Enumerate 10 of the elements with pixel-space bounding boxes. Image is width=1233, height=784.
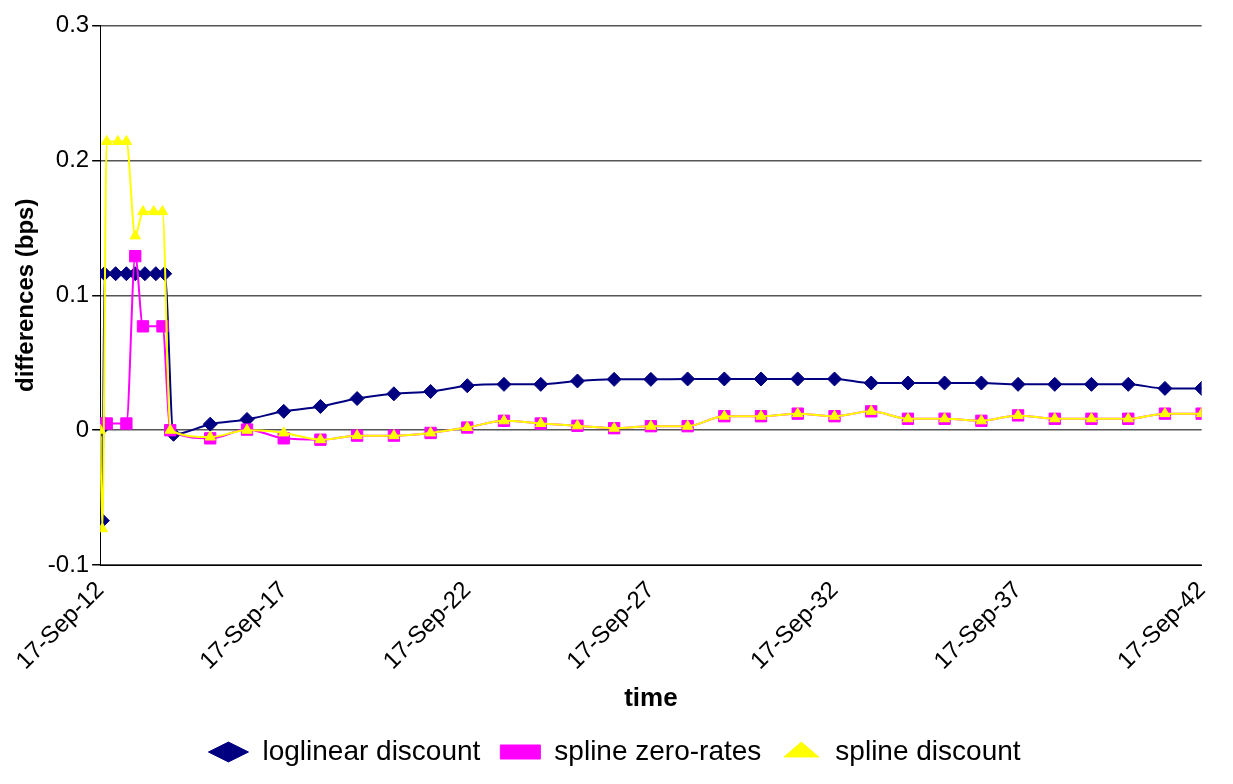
y-tick-label: 0.3 <box>55 10 90 38</box>
y-tick-label: 0 <box>75 414 90 442</box>
y-tick-label: -0.1 <box>47 549 90 577</box>
y-axis-title: differences (bps) <box>11 198 39 392</box>
y-tick-label: 0.2 <box>55 144 90 172</box>
legend-label: spline discount <box>835 734 1021 766</box>
y-tick-label: 0.1 <box>55 279 90 307</box>
legend-label: loglinear discount <box>262 734 481 766</box>
legend-label: spline zero-rates <box>554 734 762 766</box>
x-axis-title: time <box>624 681 678 712</box>
